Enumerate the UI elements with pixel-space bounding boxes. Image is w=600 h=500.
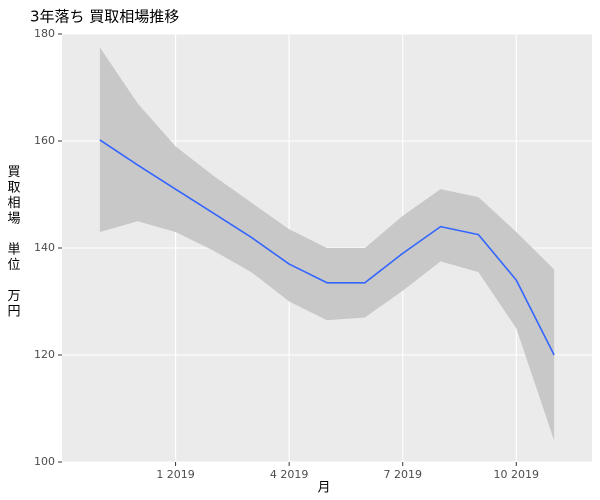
x-tick-label: 1 2019 xyxy=(156,468,195,481)
x-tick-label: 10 2019 xyxy=(494,468,540,481)
x-tick-label: 4 2019 xyxy=(270,468,309,481)
y-tick-label: 100 xyxy=(34,455,55,468)
chart-title: 3年落ち 買取相場推移 xyxy=(30,8,179,26)
y-tick-label: 120 xyxy=(34,348,55,361)
confidence-band xyxy=(99,47,555,441)
y-tick-label: 180 xyxy=(34,27,55,40)
x-tick-label: 7 2019 xyxy=(383,468,422,481)
x-axis-title: 月 xyxy=(317,481,330,496)
y-tick-label: 140 xyxy=(34,241,55,254)
y-axis-title: 買取相場 単位 万円 xyxy=(7,165,20,320)
line xyxy=(99,139,555,356)
y-tick-label: 160 xyxy=(34,134,55,147)
